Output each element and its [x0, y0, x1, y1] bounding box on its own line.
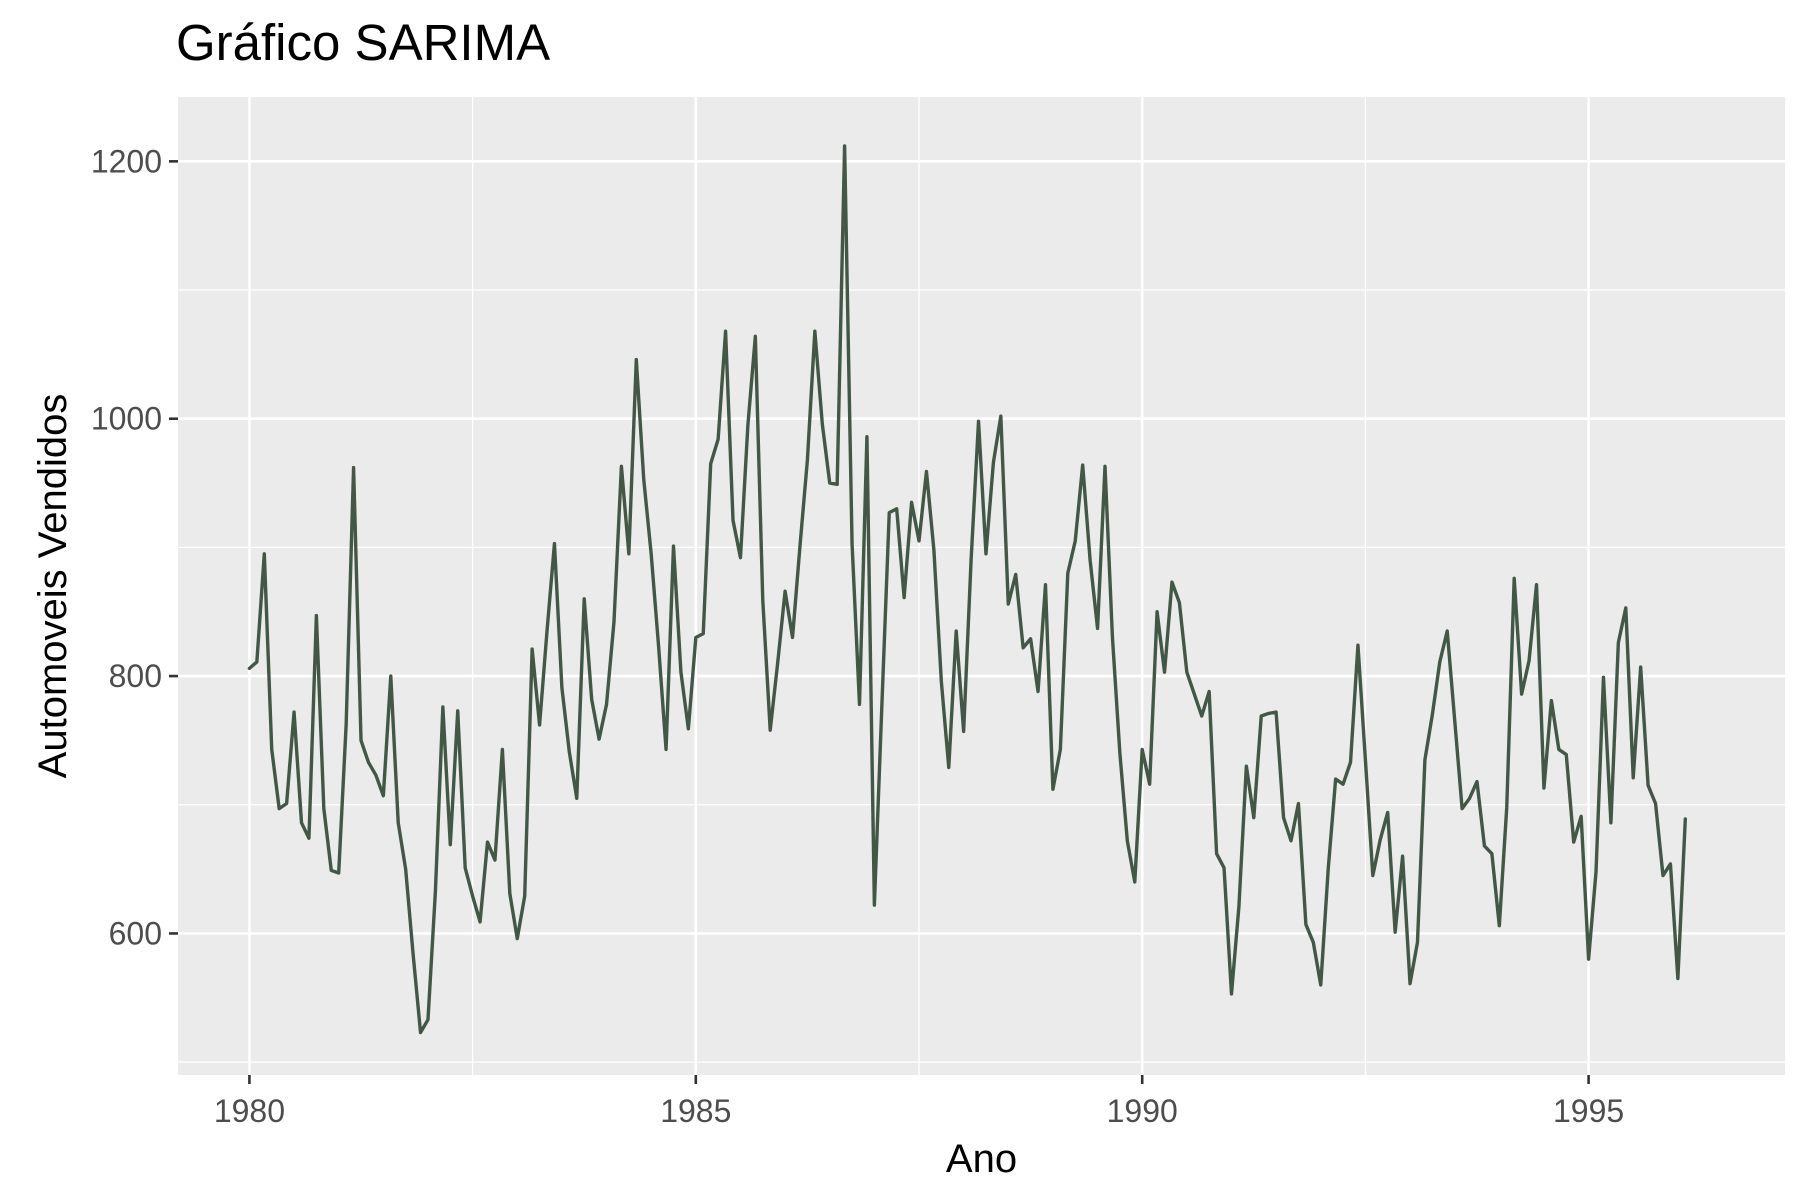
- y-axis-title: Automoveis Vendidos: [31, 394, 75, 779]
- grid-lines: [178, 97, 1785, 1075]
- x-tick-label: 1985: [660, 1093, 731, 1129]
- axes: 1980 1985 1990 1995 600 800 1000 1200: [91, 143, 1624, 1129]
- x-axis-title: Ano: [946, 1137, 1017, 1181]
- y-tick-label: 1200: [91, 143, 162, 179]
- x-tick-label: 1980: [214, 1093, 285, 1129]
- chart-title: Gráfico SARIMA: [176, 14, 550, 71]
- x-tick-label: 1990: [1107, 1093, 1178, 1129]
- plot-panel: [178, 97, 1785, 1075]
- x-tick-label: 1995: [1553, 1093, 1624, 1129]
- y-tick-label: 600: [109, 915, 162, 951]
- y-tick-label: 1000: [91, 401, 162, 437]
- y-tick-label: 800: [109, 658, 162, 694]
- series-layer: [247, 144, 1688, 1035]
- series-line-0: [247, 144, 1688, 1035]
